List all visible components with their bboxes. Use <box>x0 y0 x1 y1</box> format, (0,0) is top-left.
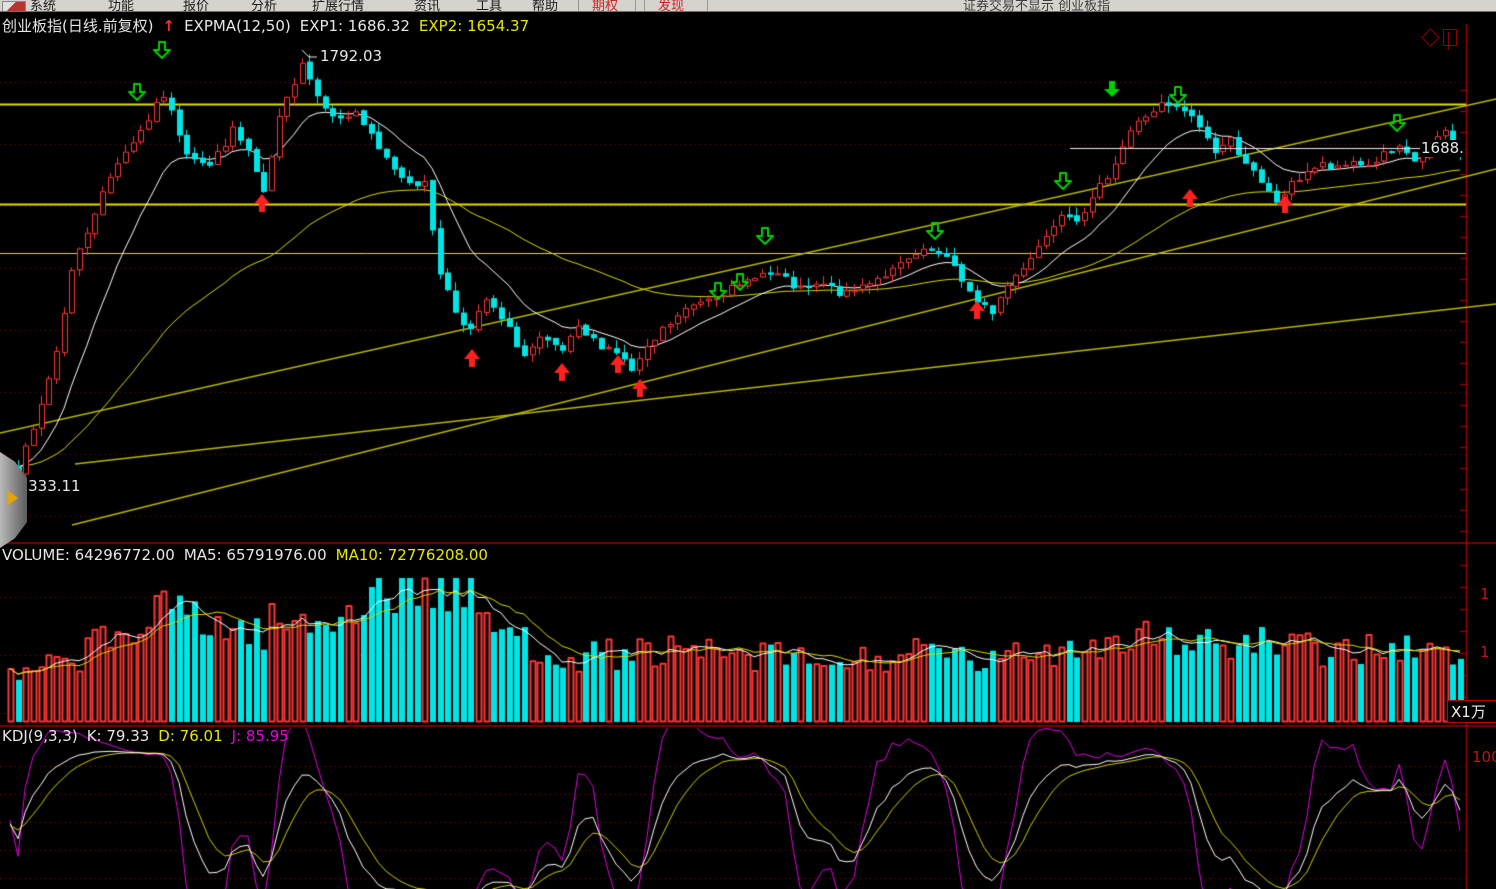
main-chart-title: 创业板指(日线.前复权) ↑ EXPMA(12,50) EXP1: 1686.32 EX… <box>2 18 529 35</box>
symbol-period-label: 创业板指(日线.前复权) <box>2 17 154 35</box>
menu-item-news[interactable]: 资讯 <box>414 0 441 12</box>
window-pane-icon[interactable] <box>1443 29 1457 50</box>
trend-up-arrow-icon: ↑ <box>162 17 176 35</box>
kdj-indicator-label[interactable]: KDJ(9,3,3) <box>2 727 78 745</box>
expand-right-triangle-icon <box>7 490 18 506</box>
menu-item-extended[interactable]: 扩展行情 <box>312 0 365 12</box>
volume-value-label: VOLUME: 64296772.00 <box>2 546 175 564</box>
menu-item-tools[interactable]: 工具 <box>476 0 503 12</box>
menu-item-discover[interactable]: 发现 <box>644 0 708 11</box>
app-logo-icon[interactable] <box>2 1 26 11</box>
menu-item-system[interactable]: 系统 <box>30 0 57 12</box>
indicator-name-label[interactable]: EXPMA(12,50) <box>184 17 291 35</box>
kdj-k-label: K: 79.33 <box>86 727 150 745</box>
volume-ma5-label: MA5: 65791976.00 <box>183 546 327 564</box>
kdj-axis-label: 100 <box>1472 748 1496 766</box>
volume-axis-label-1: 1 <box>1480 585 1490 603</box>
kdj-d-label: D: 76.01 <box>158 727 223 745</box>
menu-item-analysis[interactable]: 分析 <box>251 0 278 12</box>
menu-item-help[interactable]: 帮助 <box>532 0 559 12</box>
high-price-label: 1792.03 <box>320 47 383 65</box>
exp2-value-label: EXP2: 1654.37 <box>418 17 530 35</box>
menu-bar: 系统 功能 报价 分析 扩展行情 资讯 工具 帮助 期权 发现 证券交易不显示 … <box>0 0 1496 12</box>
kdj-j-label: J: 85.95 <box>231 727 289 745</box>
menu-item-quotes[interactable]: 报价 <box>183 0 210 12</box>
volume-multiplier-tag: X1万 <box>1447 700 1496 723</box>
kdj-axis-label-clip: 100 <box>1472 747 1496 766</box>
last-price-tag: 1688. <box>1420 139 1465 157</box>
volume-pane-title: VOLUME: 64296772.00 MA5: 65791976.00 MA10:… <box>2 547 488 564</box>
menu-item-function[interactable]: 功能 <box>108 0 135 12</box>
volume-axis-label-2: 1 <box>1480 643 1490 661</box>
menu-status-text: 证券交易不显示 创业板指 <box>963 0 1111 12</box>
exp1-value-label: EXP1: 1686.32 <box>299 17 410 35</box>
menu-item-options[interactable]: 期权 <box>578 0 636 11</box>
kdj-pane-title: KDJ(9,3,3) K: 79.33 D: 76.01 J: 85.95 <box>2 728 289 745</box>
volume-ma10-label: MA10: 72776208.00 <box>335 546 488 564</box>
